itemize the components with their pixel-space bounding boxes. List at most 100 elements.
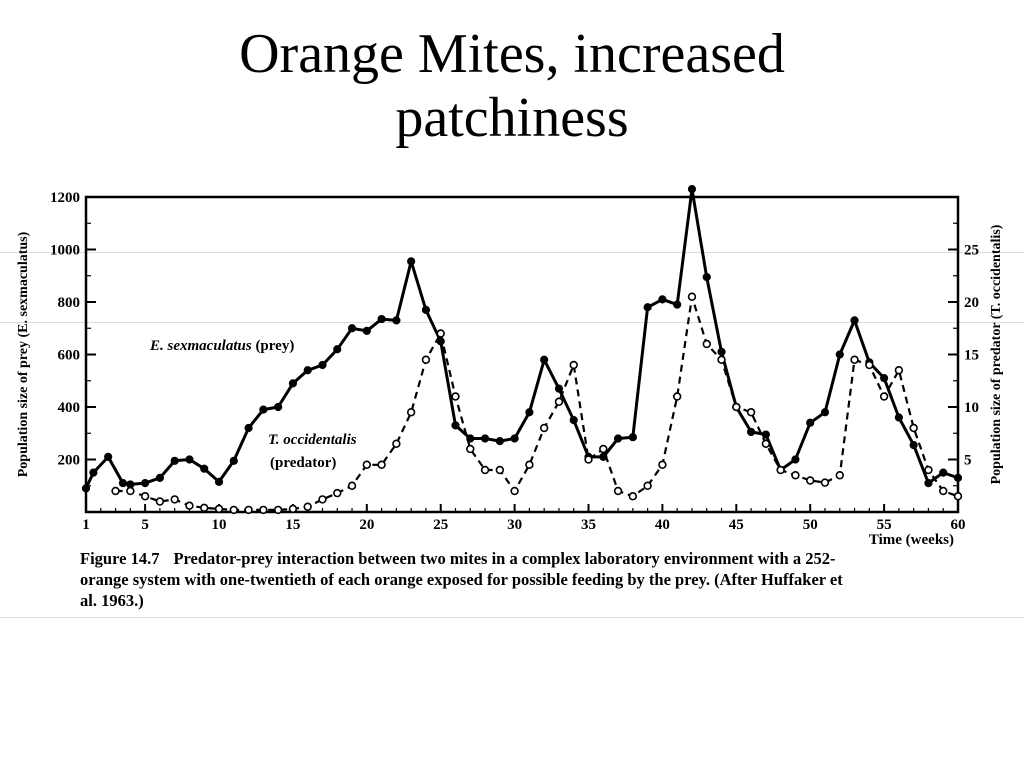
x-axis-label: Time (weeks)	[869, 532, 954, 548]
x-tick-label: 45	[729, 517, 744, 533]
predator-data-point	[244, 505, 253, 515]
predator-data-point	[776, 465, 785, 475]
prey-data-point	[953, 473, 963, 482]
prey-data-point	[392, 316, 401, 325]
predator-data-point	[259, 505, 268, 515]
prey-data-point	[761, 430, 770, 439]
prey-data-point	[628, 433, 637, 442]
prey-data-point	[347, 324, 357, 333]
prey-data-point	[924, 479, 933, 488]
prey-data-point	[806, 418, 815, 427]
background-rule	[0, 617, 1024, 618]
predator-data-point	[894, 366, 904, 375]
predator-data-point	[273, 505, 283, 515]
predator-data-point	[939, 486, 948, 496]
predator-data-point	[185, 501, 194, 510]
prey-data-point	[185, 455, 194, 464]
prey-data-point	[673, 300, 682, 309]
predator-data-point	[613, 486, 623, 496]
predator-data-point	[200, 503, 209, 512]
prey-data-point	[259, 405, 268, 414]
prey-data-point	[880, 374, 889, 383]
predator-data-point	[525, 460, 534, 469]
predator-data-point	[155, 497, 165, 506]
prey-data-point	[746, 427, 756, 437]
figure-label: Figure 14.7	[80, 549, 160, 568]
x-tick-label: 1	[82, 517, 90, 533]
predator-data-point	[126, 486, 135, 496]
prey-data-point	[554, 384, 564, 393]
y-left-tick-label: 800	[58, 295, 81, 311]
predator-data-point	[111, 486, 120, 496]
prey-data-point	[702, 272, 711, 282]
y-left-tick-label: 1000	[50, 243, 80, 259]
predator-data-point	[717, 355, 726, 364]
prey-data-point	[333, 345, 342, 354]
y-right-tick-label: 10	[964, 400, 979, 416]
figure-caption: Figure 14.7 Predator-prey interaction bet…	[80, 548, 860, 611]
y-left-tick-label: 600	[58, 348, 81, 364]
predator-data-point	[599, 444, 608, 454]
prey-data-point	[377, 314, 386, 324]
prey-data-point	[540, 355, 549, 364]
predator-data-point	[820, 478, 830, 487]
predator-data-point	[628, 492, 638, 501]
predator-data-point	[377, 460, 386, 469]
prey-data-point	[288, 379, 298, 388]
prey-data-point	[141, 479, 150, 488]
predator-data-point	[865, 360, 874, 370]
x-tick-label: 25	[433, 517, 448, 533]
prey-data-point	[229, 456, 238, 465]
predator-data-point	[791, 471, 800, 480]
prey-data-point	[81, 484, 91, 493]
prey-data-point	[421, 305, 431, 314]
x-tick-label: 30	[507, 517, 522, 533]
predator-data-point	[746, 408, 756, 417]
predator-data-point	[288, 504, 298, 514]
predator-series-label-sub: (predator)	[270, 455, 336, 471]
prey-data-point	[510, 434, 519, 443]
predator-data-point	[672, 392, 682, 401]
prey-data-point	[791, 455, 800, 464]
prey-data-point	[274, 402, 283, 412]
x-tick-label: 60	[951, 517, 966, 533]
background-rule	[0, 252, 1024, 253]
slide-title: Orange Mites, increased patchiness	[0, 22, 1024, 150]
predator-data-point	[362, 460, 372, 469]
prey-data-point	[104, 452, 113, 461]
prey-data-point	[717, 347, 726, 356]
predator-data-point	[140, 492, 150, 501]
predator-data-point	[732, 402, 741, 412]
prey-data-point	[244, 423, 253, 433]
prey-data-point	[407, 257, 416, 266]
slide-title-line-1: Orange Mites, increased	[239, 23, 785, 85]
predator-data-point	[702, 339, 711, 349]
predator-data-point	[392, 439, 401, 448]
predator-data-point	[835, 471, 844, 480]
predator-data-point	[554, 397, 564, 406]
predator-data-point	[347, 481, 357, 490]
predator-data-point	[421, 355, 431, 364]
predator-data-point	[495, 465, 505, 475]
slide-title-line-2: patchiness	[395, 87, 629, 149]
x-tick-label: 40	[655, 517, 670, 533]
prey-data-point	[214, 477, 224, 486]
prey-data-point	[939, 468, 948, 477]
prey-data-point	[820, 408, 830, 417]
predator-data-point	[850, 355, 859, 364]
prey-data-point	[170, 456, 179, 465]
figure-caption-text: Predator-prey interaction between two mi…	[80, 549, 843, 610]
prey-data-point	[569, 416, 578, 425]
predator-data-point	[436, 329, 445, 338]
y-right-tick-label: 20	[964, 295, 979, 311]
prey-data-point	[909, 440, 918, 450]
predator-data-point	[584, 455, 593, 464]
prey-data-point	[687, 185, 697, 194]
prey-data-point	[362, 326, 371, 335]
prey-data-point	[894, 413, 903, 422]
predator-data-point	[229, 505, 238, 515]
prey-series-label: E. sexmaculatus (prey)	[149, 338, 294, 354]
predator-data-point	[333, 488, 342, 498]
prey-data-point	[155, 473, 164, 482]
